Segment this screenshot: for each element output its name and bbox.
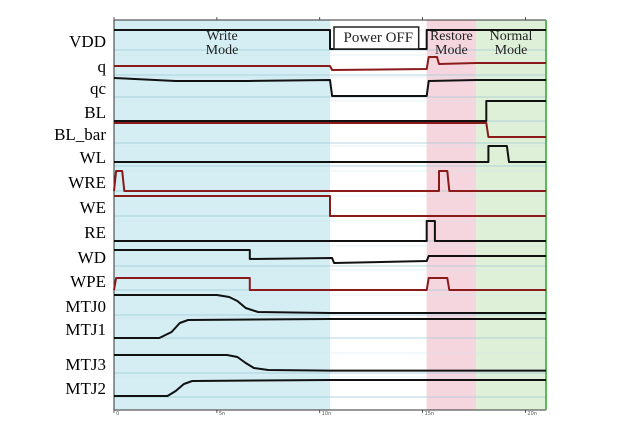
tick-label-0: 0 xyxy=(116,411,120,417)
mode-band-0 xyxy=(114,20,330,410)
signal-label-wre: WRE xyxy=(68,173,106,192)
signal-label-wl: WL xyxy=(79,148,106,167)
signal-label-we: WE xyxy=(79,198,106,217)
signal-label-mtj3: MTJ3 xyxy=(65,355,106,374)
waveform-wl xyxy=(114,145,546,163)
tick-label-2: 10n xyxy=(321,411,332,417)
mode-label-0: Write Mode xyxy=(205,29,239,58)
mode-label-2: Restore Mode xyxy=(429,29,473,58)
waveform-mtj0 xyxy=(114,294,546,314)
mode-label-3: Normal Mode xyxy=(489,29,533,58)
waveform-wre xyxy=(113,170,546,192)
signal-label-re: RE xyxy=(84,223,106,242)
waveform-bl_bar xyxy=(114,122,546,138)
signal-label-bl: BL xyxy=(84,103,106,122)
waveform-mtj2 xyxy=(114,379,546,397)
signal-label-qc: qc xyxy=(89,79,106,98)
waveform-wd xyxy=(114,249,546,264)
tick-label-4: 20n xyxy=(527,411,537,417)
waveform-re xyxy=(114,220,546,242)
signal-label-bl_bar: BL_bar xyxy=(54,125,106,144)
waveform-q xyxy=(114,56,546,71)
waveform-qc xyxy=(113,77,546,97)
power-off-box xyxy=(333,26,420,50)
waveform-wpe xyxy=(113,277,546,291)
signal-label-mtj1: MTJ1 xyxy=(65,320,106,339)
signal-label-mtj2: MTJ2 xyxy=(65,379,106,398)
waveform-bl xyxy=(114,100,546,122)
signal-label-q: q xyxy=(97,57,107,76)
signal-label-vdd: VDD xyxy=(69,32,106,51)
tick-label-3: 15n xyxy=(424,411,435,417)
signal-label-wpe: WPE xyxy=(70,272,106,291)
waveform-mtj3 xyxy=(114,354,546,372)
signal-label-mtj0: MTJ0 xyxy=(65,297,106,316)
waveform-we xyxy=(114,195,546,217)
waveform-mtj1 xyxy=(114,318,546,339)
signal-label-wd: WD xyxy=(77,248,106,267)
mode-label-1: Power OFF xyxy=(343,30,414,46)
tick-label-1: 5n xyxy=(218,411,226,417)
